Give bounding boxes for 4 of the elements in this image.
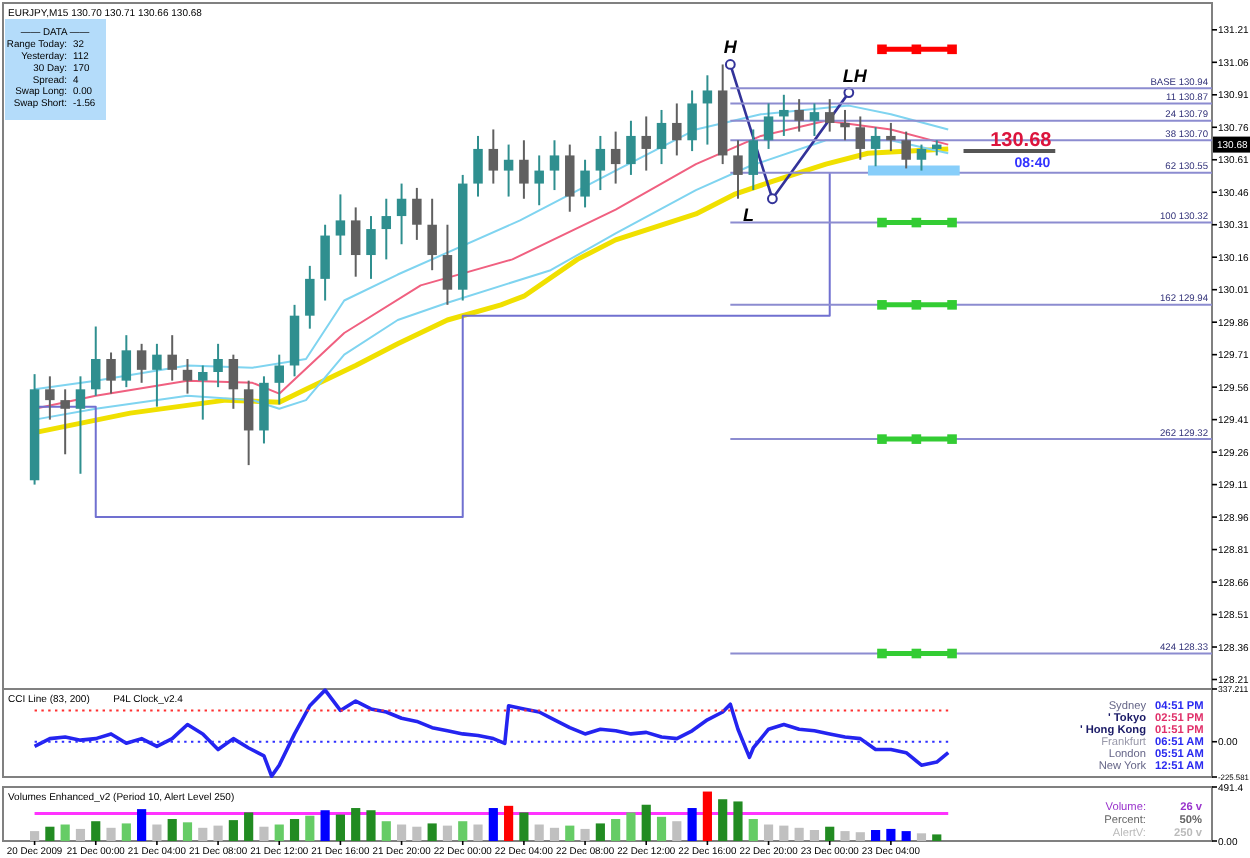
annotation: LH: [842, 65, 868, 86]
annotation: 130.68: [990, 130, 1053, 153]
annotation: L: [742, 205, 754, 226]
annotation: H: [723, 36, 738, 57]
